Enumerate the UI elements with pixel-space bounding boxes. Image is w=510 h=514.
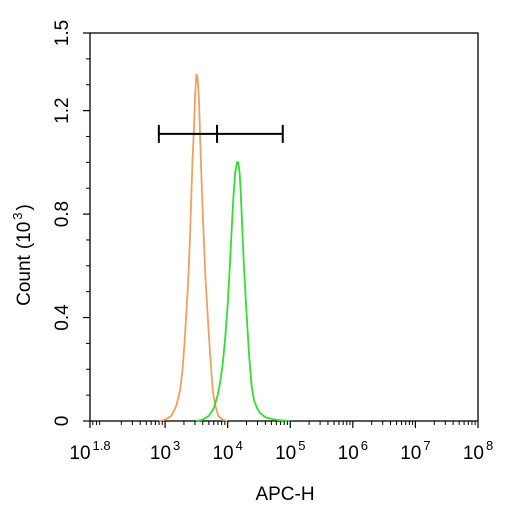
series-layer — [158, 73, 291, 422]
plot-frame — [89, 32, 479, 422]
y-axis-title: Count (10 3) — [10, 204, 35, 306]
x-tick-label: 10 5 — [275, 438, 305, 464]
x-axis-title: APC-H — [255, 484, 314, 505]
x-tick-exponent: 7 — [423, 438, 430, 453]
x-tick-base: 10 — [150, 443, 171, 464]
y-axis-unit-prefix: (10 — [14, 222, 35, 249]
y-axis-label: Count — [14, 254, 35, 305]
y-tick-label: 1.5 — [52, 20, 73, 46]
series-1-line — [196, 161, 291, 422]
x-tick-label: 10 1.8 — [69, 438, 110, 464]
y-tick-label: 0 — [52, 416, 73, 427]
x-tick-base: 10 — [69, 443, 90, 464]
x-tick-exponent: 1.8 — [93, 438, 111, 453]
y-axis-unit-exp: 3 — [10, 212, 25, 219]
x-tick-exponent: 8 — [486, 438, 493, 453]
x-tick-base: 10 — [400, 443, 421, 464]
x-tick-label: 10 7 — [400, 438, 430, 464]
y-axis-ticks: 0 0.4 0.8 1.2 1.5 — [52, 20, 90, 427]
x-tick-base: 10 — [338, 443, 359, 464]
x-axis-ticks: 10 1.8 10 3 10 4 10 5 10 6 10 7 10 8 — [69, 421, 493, 464]
x-tick-exponent: 6 — [361, 438, 368, 453]
y-tick-label: 0.4 — [52, 304, 73, 331]
x-tick-label: 10 6 — [338, 438, 368, 464]
y-tick-label: 1.2 — [52, 97, 73, 123]
x-tick-label: 10 8 — [463, 438, 493, 464]
x-tick-base: 10 — [463, 443, 484, 464]
x-tick-exponent: 3 — [173, 438, 180, 453]
x-tick-label: 10 3 — [150, 438, 180, 464]
plot-border — [89, 32, 479, 422]
series-0-line — [158, 73, 228, 422]
x-tick-label: 10 4 — [212, 438, 242, 464]
x-tick-exponent: 5 — [298, 438, 305, 453]
x-tick-base: 10 — [212, 443, 233, 464]
y-axis-unit-suffix: ) — [14, 204, 35, 210]
x-tick-base: 10 — [275, 443, 296, 464]
gate-marker — [157, 124, 284, 143]
x-tick-exponent: 4 — [236, 438, 243, 453]
y-tick-label: 0.8 — [52, 201, 73, 227]
